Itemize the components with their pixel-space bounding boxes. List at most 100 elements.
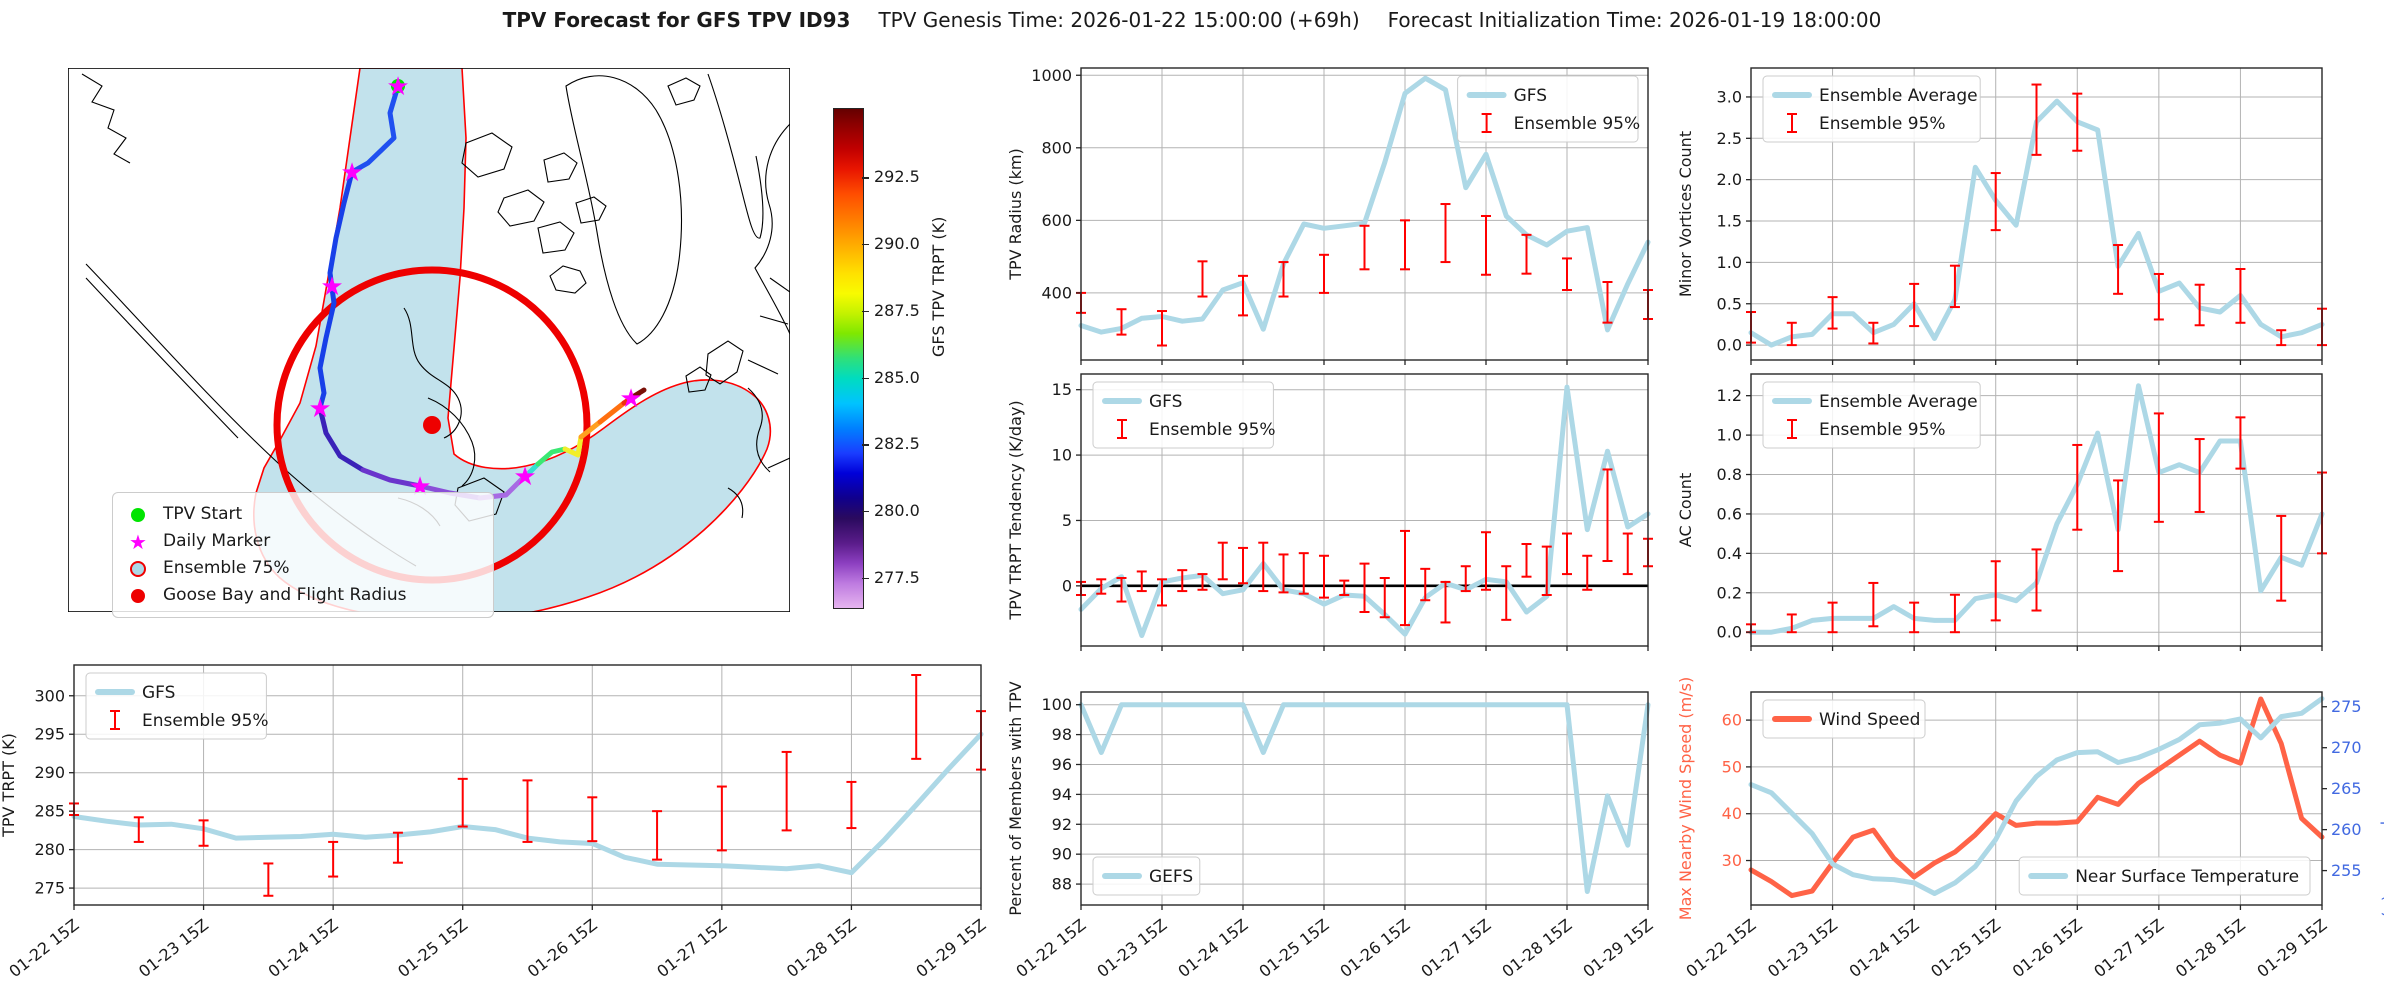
tpv-track-segment (628, 387, 647, 401)
chart-trpt_tendency: 0 5 10 15 TPV TRPT Tendency (K/day) GFS Ensemb… (1006, 373, 1653, 651)
svg-text:01-29 15Z: 01-29 15Z (1579, 915, 1656, 981)
tpv-track-segment (360, 467, 423, 489)
axis-label: TPV Radius (km) (1006, 148, 1025, 281)
plot-frame (1080, 373, 1649, 647)
svg-text:290: 290 (34, 763, 65, 782)
svg-text:15: 15 (1052, 380, 1072, 399)
axis-ticks (1746, 706, 2327, 910)
axis-tick-labels: 275 280 285 290 295 300 (34, 686, 65, 897)
svg-text:Near Surface Temperature: Near Surface Temperature (2075, 867, 2299, 887)
svg-text:1.5: 1.5 (1717, 212, 1742, 231)
chart-legend: Ensemble Average Ensemble 95% (1762, 381, 1981, 449)
svg-text:0.8: 0.8 (1717, 465, 1742, 484)
axis-label: TPV TRPT (K) (0, 733, 18, 838)
tpv-track-segment (317, 405, 366, 473)
svg-text:Ensemble Average: Ensemble Average (1819, 86, 1978, 106)
svg-text:01-23 15Z: 01-23 15Z (1764, 915, 1841, 981)
svg-text:260: 260 (2331, 820, 2362, 839)
svg-text:01-26 15Z: 01-26 15Z (2009, 915, 2086, 981)
plot-frame (1750, 691, 2323, 906)
axis-ticks (1076, 389, 1649, 651)
svg-text:270: 270 (2331, 738, 2362, 757)
svg-text:01-28 15Z: 01-28 15Z (783, 915, 860, 981)
x-tick-labels: 01-22 15Z 01-23 15Z 01-24 15Z 01-25 15Z 01-2… (1012, 915, 1656, 981)
svg-text:Ensemble 95%: Ensemble 95% (1149, 420, 1276, 440)
chart-legend: GFS Ensemble 95% (1092, 381, 1276, 449)
svg-text:Ensemble Average: Ensemble Average (1819, 392, 1978, 412)
svg-text:600: 600 (1041, 211, 1072, 230)
svg-text:60: 60 (1722, 711, 1742, 730)
daily-marker-star: ★ (513, 462, 536, 492)
svg-text:01-25 15Z: 01-25 15Z (1927, 915, 2004, 981)
svg-text:01-22 15Z: 01-22 15Z (1682, 915, 1759, 981)
svg-text:Ensemble 95%: Ensemble 95% (142, 711, 269, 731)
map-legend: TPV Start ★ Daily Marker Ensemble 75% Go… (112, 492, 494, 618)
tpv-track-segment (597, 400, 627, 425)
daily-marker-star: ★ (619, 384, 642, 414)
daily-marker-star: ★ (308, 394, 331, 424)
plot-frame (73, 664, 982, 906)
svg-text:98: 98 (1052, 725, 1072, 744)
svg-text:01-22 15Z: 01-22 15Z (1012, 915, 1089, 981)
svg-text:01-23 15Z: 01-23 15Z (1093, 915, 1170, 981)
axis-tick-labels: 88 90 92 94 96 98 100 (1041, 695, 1072, 893)
goose-bay-icon (127, 588, 149, 603)
plot-frame (1750, 67, 2323, 361)
svg-text:01-27 15Z: 01-27 15Z (653, 915, 730, 981)
grid (1080, 692, 1649, 905)
svg-text:1.2: 1.2 (1717, 386, 1742, 405)
svg-text:300: 300 (34, 686, 65, 705)
svg-text:GFS: GFS (1149, 392, 1182, 412)
chart-percent_members: 88 90 92 94 96 98 100 01-22 15Z 01-23 15Z 01-24 1… (1006, 681, 1656, 981)
axis-tick-labels: 0.0 0.2 0.4 0.6 0.8 1.0 1.2 (1717, 386, 1742, 642)
svg-text:GEFS: GEFS (1149, 867, 1193, 887)
svg-text:1000: 1000 (1031, 66, 1072, 85)
legend-label: Goose Bay and Flight Radius (163, 585, 407, 605)
svg-text:96: 96 (1052, 755, 1072, 774)
svg-text:01-29 15Z: 01-29 15Z (912, 915, 989, 981)
svg-text:Ensemble 95%: Ensemble 95% (1819, 114, 1946, 134)
legend-item-ensemble75: Ensemble 75% (127, 555, 479, 582)
svg-text:88: 88 (1052, 875, 1072, 894)
chart-legend: GFS Ensemble 95% (1457, 75, 1641, 143)
svg-text:GFS: GFS (1514, 86, 1547, 106)
legend-label: Ensemble 75% (163, 558, 290, 578)
chart-wind_temp: 30 40 50 60 255 260 265 270 275 01-22 15Z 01-23 15… (1676, 678, 2384, 981)
svg-text:275: 275 (34, 879, 65, 898)
chart-legend: Near Surface Temperature (2018, 856, 2311, 896)
svg-text:40: 40 (1722, 804, 1742, 823)
svg-text:50: 50 (1722, 757, 1742, 776)
series-line-gefs (1078, 702, 1651, 894)
tpv-track-segment (317, 169, 355, 411)
ensemble-error-bars (1746, 412, 2327, 634)
svg-text:2.0: 2.0 (1717, 170, 1742, 189)
plot-frame (1750, 373, 2323, 647)
tpv-start-icon (127, 507, 149, 522)
figure-title: TPV Forecast for GFS TPV ID93 TPV Genesis… (0, 8, 2384, 32)
svg-text:Ensemble 95%: Ensemble 95% (1514, 114, 1641, 134)
svg-text:1.0: 1.0 (1717, 253, 1742, 272)
svg-text:3.0: 3.0 (1717, 87, 1742, 106)
colorbar-label: GFS TPV TRPT (K) (929, 216, 948, 357)
ensemble-error-bars (1076, 203, 1653, 347)
legend-item-daily-marker: ★ Daily Marker (127, 528, 479, 555)
svg-text:275: 275 (2331, 697, 2362, 716)
tpv-track-segment (578, 419, 603, 440)
legend-label: TPV Start (163, 504, 243, 524)
svg-text:01-24 15Z: 01-24 15Z (1174, 915, 1251, 981)
svg-text:295: 295 (34, 725, 65, 744)
svg-text:01-23 15Z: 01-23 15Z (135, 915, 212, 981)
daily-marker-star: ★ (386, 72, 409, 102)
colorbar-gradient (833, 108, 864, 609)
axis-label: Minor Vortices Count (1676, 131, 1695, 297)
chart-minor_vortices: 0.0 0.5 1.0 1.5 2.0 2.5 3.0 Minor Vortices Coun… (1676, 67, 2327, 365)
axis-label: Max Nearby Wind Speed (m/s) (1676, 678, 1695, 920)
svg-text:01-28 15Z: 01-28 15Z (1498, 915, 1575, 981)
daily-markers: ★ ★ ★ ★ ★ ★ ★ (308, 72, 642, 502)
title-genesis-time: TPV Genesis Time: 2026-01-22 15:00:00 (+… (878, 8, 1360, 32)
svg-text:01-26 15Z: 01-26 15Z (524, 915, 601, 981)
svg-text:GFS: GFS (142, 683, 175, 703)
axis-tick-labels: 400 600 800 1000 (1031, 66, 1072, 303)
ensemble-75-icon (127, 560, 149, 577)
